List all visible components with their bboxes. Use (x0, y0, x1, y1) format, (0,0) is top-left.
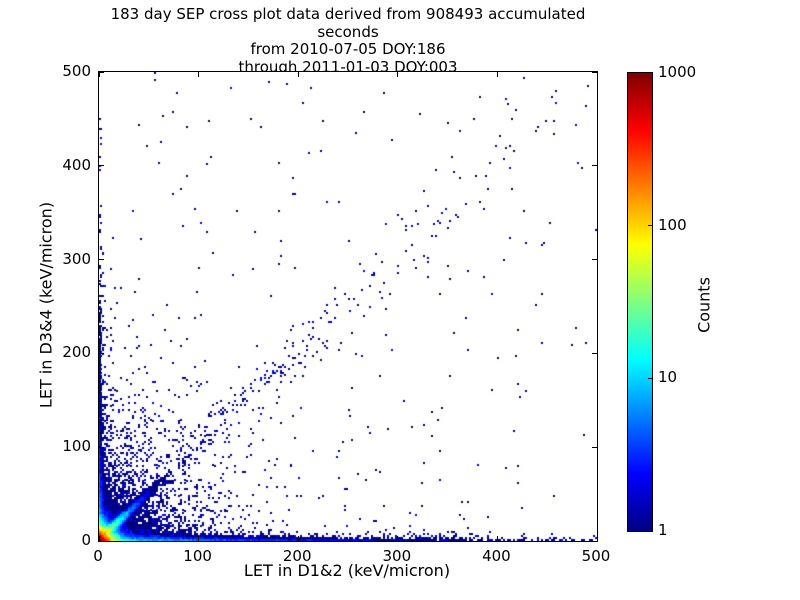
y-tick-label: 100 (62, 437, 91, 456)
y-tick-label: 300 (62, 249, 91, 268)
x-axis-tick-top (198, 72, 200, 77)
y-axis-tick-right (592, 352, 597, 354)
x-tick-label: 100 (183, 547, 212, 565)
x-tick-label: 0 (93, 547, 103, 565)
y-axis-tick (99, 540, 104, 542)
x-axis-tick (98, 536, 100, 541)
scatter-canvas (99, 72, 597, 541)
x-axis-label: LET in D1&2 (keV/micron) (243, 561, 451, 580)
y-tick-label: 400 (62, 155, 91, 174)
colorbar-tick-label: 1000 (658, 63, 697, 81)
x-axis-tick (397, 536, 399, 541)
y-tick-label: 200 (62, 343, 91, 362)
x-axis-tick-top (98, 72, 100, 77)
x-axis-tick (596, 536, 598, 541)
y-axis-tick (99, 446, 104, 448)
y-axis-tick-right (592, 165, 597, 167)
x-tick-label: 300 (382, 547, 412, 565)
y-axis-tick-right (592, 71, 597, 73)
title-line-2: from 2010-07-05 DOY:186 (250, 40, 446, 58)
y-axis-tick-right (592, 446, 597, 448)
colorbar-tick-label: 1 (658, 521, 668, 539)
y-axis-tick-right (592, 540, 597, 542)
x-tick-label: 400 (482, 547, 511, 565)
y-axis-tick (99, 165, 104, 167)
x-axis-tick-top (596, 72, 598, 77)
y-tick-label: 500 (62, 62, 91, 80)
title-line-1: 183 day SEP cross plot data derived from… (110, 5, 586, 41)
y-tick-label: 0 (81, 531, 91, 549)
colorbar-tick-label: 100 (658, 215, 687, 234)
x-axis-tick-top (297, 72, 299, 77)
y-axis-tick (99, 71, 104, 73)
y-axis-tick (99, 352, 104, 354)
colorbar-label: Counts (694, 277, 714, 333)
x-tick-label: 500 (581, 547, 611, 565)
x-axis-tick (198, 536, 200, 541)
y-axis-tick-right (592, 259, 597, 261)
colorbar-tick-label: 10 (658, 368, 678, 387)
title-line-3: through 2011-01-03 DOY:003 (238, 57, 458, 76)
x-tick-label: 200 (282, 547, 312, 565)
y-axis-tick (99, 259, 104, 261)
colorbar-tick (648, 225, 652, 227)
chart-title: 183 day SEP cross plot data derived from… (98, 5, 598, 76)
plot-area (98, 71, 598, 542)
x-axis-tick-top (496, 72, 498, 77)
colorbar (627, 72, 653, 532)
x-axis-tick (496, 536, 498, 541)
colorbar-tick (648, 377, 652, 379)
colorbar-gradient (628, 73, 652, 531)
y-axis-label: LET in D3&4 (keV/micron) (36, 201, 56, 409)
x-axis-tick (297, 536, 299, 541)
x-axis-tick-top (397, 72, 399, 77)
